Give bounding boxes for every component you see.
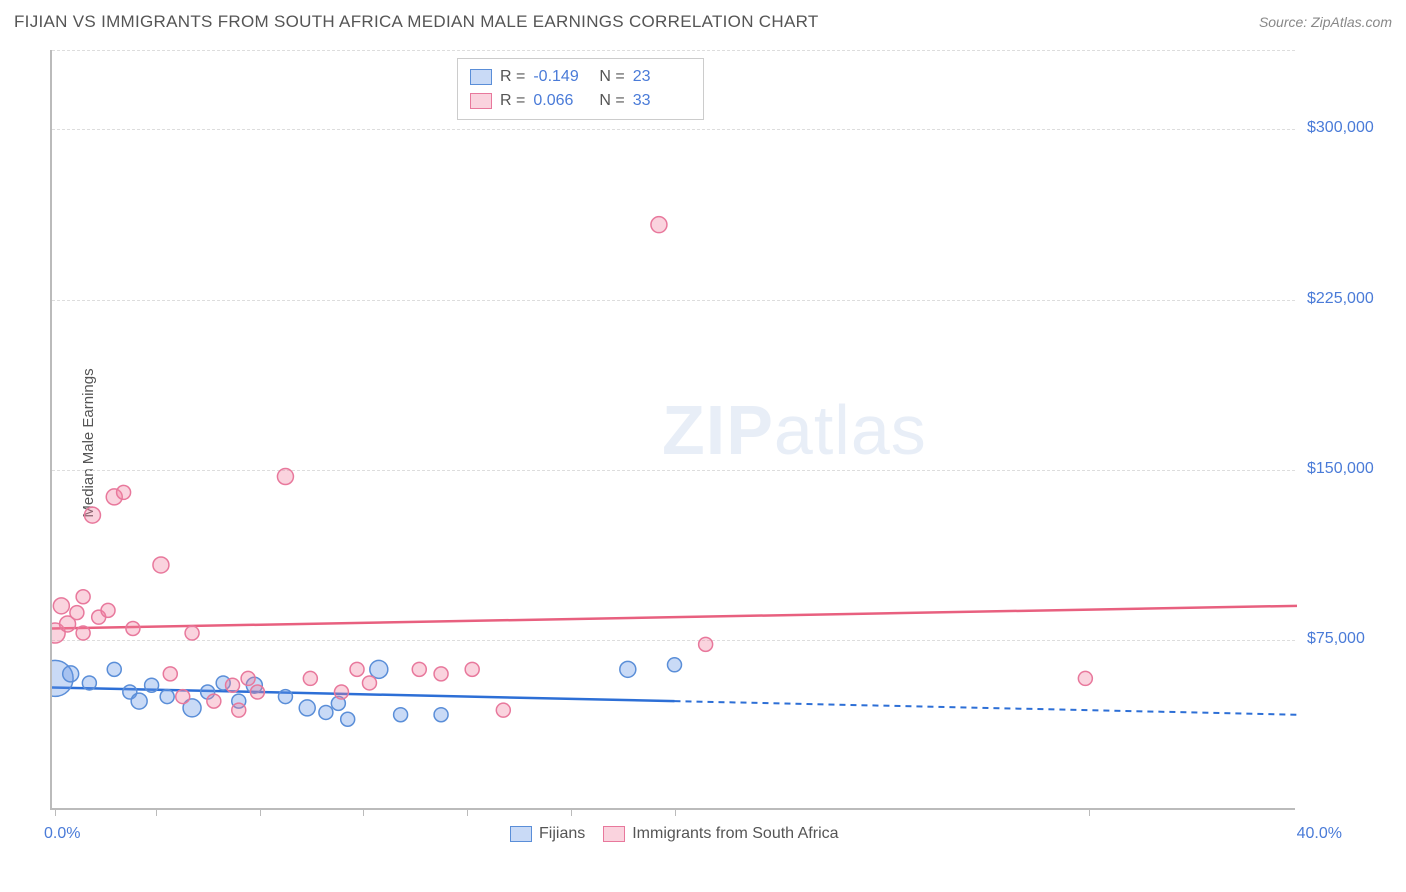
data-point — [107, 662, 121, 676]
r-label: R = — [500, 65, 525, 89]
swatch-south-africa-bottom — [603, 826, 625, 842]
data-point — [434, 708, 448, 722]
data-point — [1078, 671, 1092, 685]
data-point — [319, 705, 333, 719]
swatch-south-africa — [470, 93, 492, 109]
data-point — [496, 703, 510, 717]
x-axis-min-label: 0.0% — [44, 825, 80, 843]
y-tick-label: $75,000 — [1307, 630, 1365, 648]
n-label-2: N = — [599, 89, 624, 113]
data-point — [160, 690, 174, 704]
correlation-legend: R = -0.149 N = 23 R = 0.066 N = 33 — [457, 58, 704, 120]
r-value-2: 0.066 — [533, 89, 591, 113]
data-point — [185, 626, 199, 640]
y-tick-label: $225,000 — [1307, 290, 1374, 308]
data-point — [350, 662, 364, 676]
swatch-fijians — [470, 69, 492, 85]
data-point — [226, 678, 240, 692]
data-point — [278, 690, 292, 704]
data-point — [370, 660, 388, 678]
data-point — [76, 626, 90, 640]
trend-line-dashed — [675, 701, 1298, 715]
data-point — [117, 485, 131, 499]
data-point — [76, 590, 90, 604]
plot-region: ZIPatlas R = -0.149 N = 23 R = 0.066 N =… — [50, 50, 1295, 810]
x-axis-max-label: 40.0% — [1297, 825, 1342, 843]
data-point — [651, 217, 667, 233]
data-point — [131, 693, 147, 709]
data-point — [101, 603, 115, 617]
y-tick-label: $150,000 — [1307, 460, 1374, 478]
data-point — [412, 662, 426, 676]
n-label: N = — [599, 65, 624, 89]
data-point — [63, 666, 79, 682]
data-point — [699, 637, 713, 651]
data-point — [126, 622, 140, 636]
data-point — [70, 606, 84, 620]
legend-label-south-africa: Immigrants from South Africa — [632, 825, 838, 843]
r-value-1: -0.149 — [533, 65, 591, 89]
data-point — [620, 661, 636, 677]
data-point — [303, 671, 317, 685]
n-value-1: 23 — [633, 65, 691, 89]
data-point — [362, 676, 376, 690]
data-point — [299, 700, 315, 716]
data-point — [176, 690, 190, 704]
chart-source: Source: ZipAtlas.com — [1259, 14, 1392, 30]
data-point — [163, 667, 177, 681]
legend-item-fijians: Fijians — [510, 825, 585, 843]
data-point — [394, 708, 408, 722]
trend-line — [52, 606, 1297, 629]
y-tick-label: $300,000 — [1307, 119, 1374, 137]
r-label-2: R = — [500, 89, 525, 113]
data-point — [84, 507, 100, 523]
data-point — [241, 671, 255, 685]
legend-row-1: R = -0.149 N = 23 — [470, 65, 691, 89]
swatch-fijians-bottom — [510, 826, 532, 842]
legend-item-south-africa: Immigrants from South Africa — [603, 825, 838, 843]
series-legend: Fijians Immigrants from South Africa — [510, 825, 839, 843]
scatter-svg — [52, 50, 1297, 810]
data-point — [465, 662, 479, 676]
chart-header: FIJIAN VS IMMIGRANTS FROM SOUTH AFRICA M… — [14, 12, 1392, 32]
legend-label-fijians: Fijians — [539, 825, 585, 843]
data-point — [145, 678, 159, 692]
chart-title: FIJIAN VS IMMIGRANTS FROM SOUTH AFRICA M… — [14, 12, 819, 32]
chart-area: Median Male Earnings ZIPatlas R = -0.149… — [50, 50, 1390, 835]
data-point — [207, 694, 221, 708]
n-value-2: 33 — [633, 89, 691, 113]
data-point — [434, 667, 448, 681]
data-point — [341, 712, 355, 726]
data-point — [53, 598, 69, 614]
data-point — [153, 557, 169, 573]
legend-row-2: R = 0.066 N = 33 — [470, 89, 691, 113]
data-point — [82, 676, 96, 690]
data-point — [668, 658, 682, 672]
data-point — [334, 685, 348, 699]
data-point — [232, 703, 246, 717]
data-point — [277, 469, 293, 485]
data-point — [250, 685, 264, 699]
